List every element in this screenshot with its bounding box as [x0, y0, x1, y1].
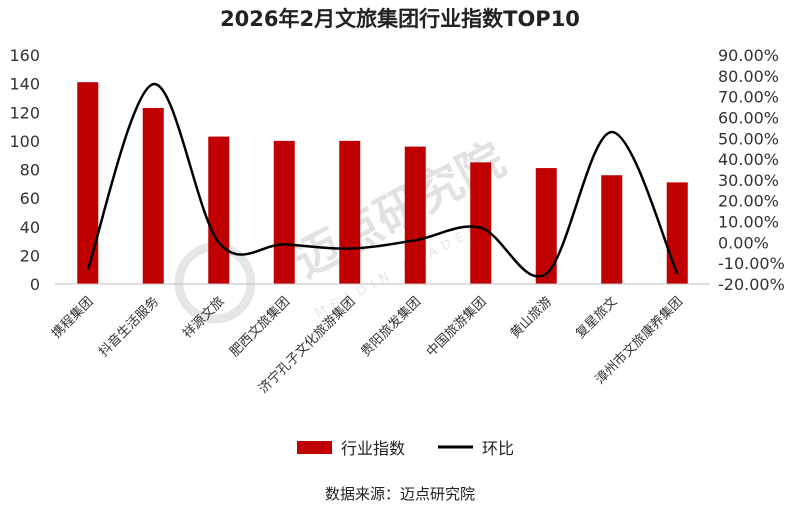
right-axis-tick-label: 70.00% [718, 88, 779, 107]
bar [77, 82, 98, 284]
bar [339, 141, 360, 284]
bar [405, 147, 426, 284]
category-label: 携程集团 [48, 294, 96, 342]
left-axis-tick-label: 20 [20, 246, 40, 265]
bar [208, 137, 229, 284]
left-axis-tick-label: 160 [9, 46, 40, 65]
right-axis-tick-label: 30.00% [718, 171, 779, 190]
right-axis-tick-label: 10.00% [718, 213, 779, 232]
left-axis-tick-label: 120 [9, 103, 40, 122]
left-axis-tick-label: 80 [20, 161, 40, 180]
right-axis-tick-label: -20.00% [718, 275, 785, 294]
category-label: 黄山旅游 [508, 294, 555, 341]
category-label: 中国旅游集团 [423, 294, 489, 360]
category-label: 贵阳旅发集团 [358, 294, 424, 360]
legend-label-bar: 行业指数 [341, 439, 405, 458]
bar [470, 162, 491, 284]
bar-series [77, 82, 688, 284]
right-axis-tick-label: 90.00% [718, 46, 779, 65]
bar [601, 175, 622, 284]
bar [143, 108, 164, 284]
source-note: 数据来源：迈点研究院 [325, 485, 475, 503]
right-axis: -20.00% -10.00% 0.00%10.00% 20.00% 30.00% 40.… [718, 46, 785, 294]
legend: 行业指数 环比 [297, 439, 514, 458]
right-axis-tick-label: 50.00% [718, 129, 779, 148]
right-axis-tick-label: -10.00% [718, 254, 785, 273]
left-axis-tick-label: 40 [20, 218, 40, 237]
bar [274, 141, 295, 284]
left-axis-tick-label: 0 [30, 275, 40, 294]
category-label: 抖音生活服务 [96, 294, 162, 360]
category-labels: 携程集团抖音生活服务祥源文旅肥西文旅集团济宁孔子文化旅游集团贵阳旅发集团中国旅游… [48, 294, 686, 397]
category-label: 复星旅文 [573, 294, 620, 341]
legend-label-line: 环比 [482, 439, 514, 458]
left-axis: 0 20 40 60 80 100 120 140 160 [9, 46, 40, 294]
right-axis-tick-label: 80.00% [718, 67, 779, 86]
right-axis-tick-label: 0.00% [718, 233, 769, 252]
left-axis-tick-label: 100 [9, 132, 40, 151]
chart-title: 2026年2月文旅集团行业指数TOP10 [220, 7, 580, 31]
left-axis-tick-label: 60 [20, 189, 40, 208]
right-axis-tick-label: 20.00% [718, 192, 779, 211]
legend-swatch-bar [297, 441, 332, 454]
category-label: 肥西文旅集团 [227, 294, 293, 360]
left-axis-tick-label: 140 [9, 75, 40, 94]
right-axis-tick-label: 60.00% [718, 108, 779, 127]
right-axis-tick-label: 40.00% [718, 150, 779, 169]
bar [667, 182, 688, 284]
